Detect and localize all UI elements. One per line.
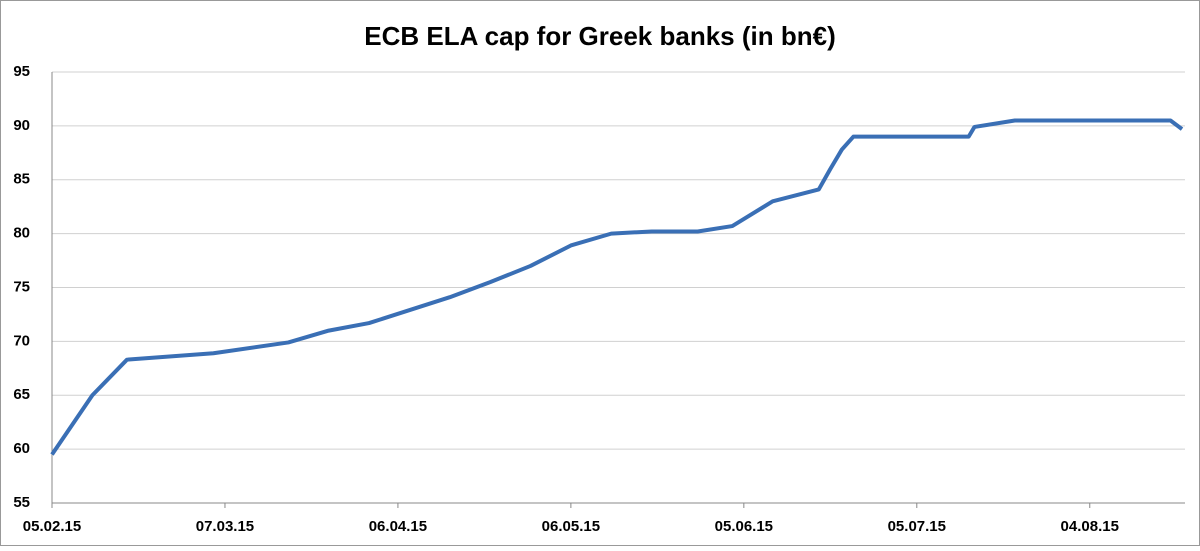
x-tick-label: 05.02.15 — [23, 518, 81, 535]
y-tick-label: 75 — [13, 278, 30, 295]
x-tick-label: 04.08.15 — [1061, 518, 1119, 535]
x-tick-label: 06.05.15 — [542, 518, 600, 535]
y-tick-label: 80 — [13, 225, 30, 242]
y-tick-label: 90 — [13, 117, 30, 134]
y-tick-label: 70 — [13, 332, 30, 349]
x-tick-label: 06.04.15 — [369, 518, 427, 535]
data-line — [50, 118, 1184, 456]
x-tick-label: 05.06.15 — [715, 518, 773, 535]
y-tick-label: 55 — [13, 494, 30, 511]
y-tick-label: 95 — [13, 63, 30, 80]
y-tick-label: 65 — [13, 386, 30, 403]
chart-title: ECB ELA cap for Greek banks (in bn€) — [364, 21, 835, 51]
x-tick-label: 05.07.15 — [888, 518, 946, 535]
y-tick-label: 60 — [13, 440, 30, 457]
x-tick-label: 07.03.15 — [196, 518, 254, 535]
y-tick-label: 85 — [13, 171, 30, 188]
